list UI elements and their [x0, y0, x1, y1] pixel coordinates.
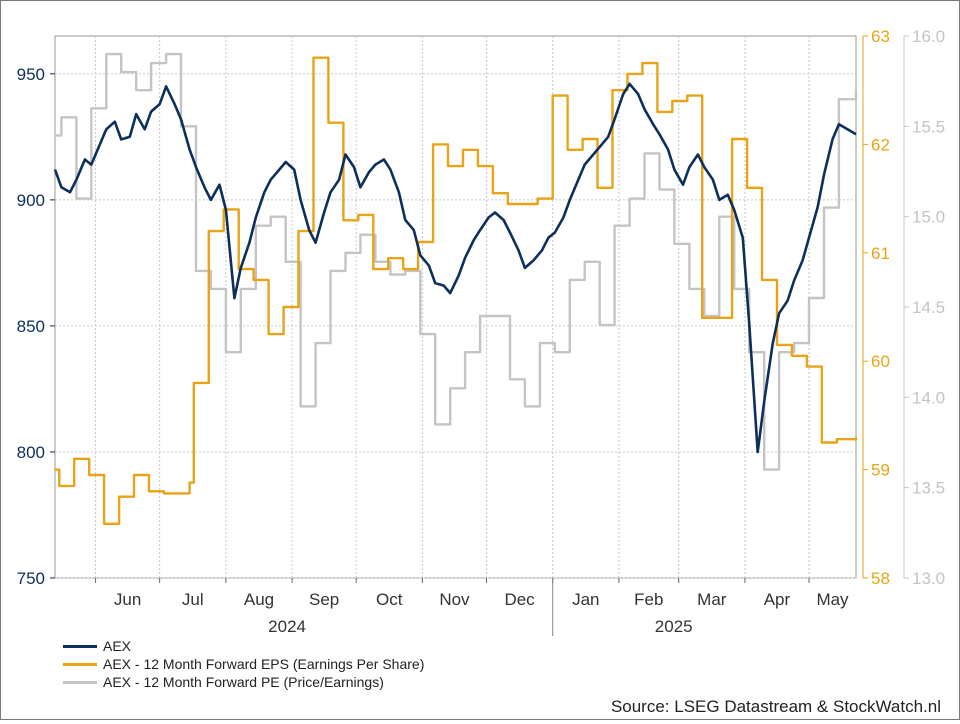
legend-label-eps: AEX - 12 Month Forward EPS (Earnings Per…	[103, 656, 425, 672]
right-axis-eps-tick-label: 61	[871, 244, 890, 263]
axes-layer: Jun Jul Aug Sep Oct Nov Dec Jan Feb Mar Apr May 2024…	[17, 27, 945, 636]
x-tick-label: Dec	[504, 590, 535, 609]
right-axis-pe-tick-label: 15.0	[912, 208, 945, 227]
series-layer	[53, 52, 858, 525]
right-axis-pe-tick-label: 14.0	[912, 388, 945, 407]
series-line-aex	[53, 82, 857, 454]
legend: AEX AEX - 12 Month Forward EPS (Earnings…	[63, 637, 424, 691]
grid-lines	[54, 35, 857, 579]
right-axis-pe-tick-label: 13.5	[912, 479, 945, 498]
left-axis-tick-label: 800	[17, 443, 45, 462]
right-axis-pe-tick-label: 14.5	[912, 298, 945, 317]
series-line-eps	[55, 56, 858, 525]
x-tick-label: Apr	[764, 590, 791, 609]
x-tick-label: Oct	[376, 590, 403, 609]
left-axis-tick-label: 900	[17, 191, 45, 210]
right-axis-pe-tick-label: 15.5	[912, 117, 945, 136]
left-axis-tick-label: 750	[17, 569, 45, 588]
x-tick-label: Jan	[572, 590, 599, 609]
right-axis-eps-tick-label: 62	[871, 135, 890, 154]
left-axis-tick-label: 950	[17, 65, 45, 84]
x-tick-label: Nov	[439, 590, 470, 609]
x-tick-label: Jun	[114, 590, 141, 609]
x-tick-label: Aug	[244, 590, 274, 609]
right-axis-pe-tick-label: 13.0	[912, 569, 945, 588]
x-year-label: 2024	[268, 617, 306, 636]
right-axis-eps-tick-label: 60	[871, 352, 890, 371]
right-axis-eps-tick-label: 63	[871, 27, 890, 46]
plot-area-border	[54, 35, 857, 579]
legend-item-eps: AEX - 12 Month Forward EPS (Earnings Per…	[63, 655, 424, 673]
legend-swatch-aex	[63, 644, 97, 648]
legend-swatch-eps	[63, 662, 97, 666]
source-note: Source: LSEG Datastream & StockWatch.nl	[610, 697, 941, 716]
x-year-label: 2025	[655, 617, 693, 636]
x-tick-label: Mar	[697, 590, 727, 609]
x-tick-label: Feb	[634, 590, 663, 609]
legend-item-pe: AEX - 12 Month Forward PE (Price/Earning…	[63, 673, 424, 691]
legend-item-aex: AEX	[63, 637, 424, 655]
legend-label-pe: AEX - 12 Month Forward PE (Price/Earning…	[103, 674, 384, 690]
x-tick-label: Jul	[182, 590, 204, 609]
left-axis-tick-label: 850	[17, 317, 45, 336]
x-tick-label: Sep	[309, 590, 339, 609]
right-axis-pe-tick-label: 16.0	[912, 27, 945, 46]
right-axis-eps-tick-label: 59	[871, 461, 890, 480]
legend-label-aex: AEX	[103, 638, 132, 654]
series-line-pe	[55, 52, 858, 471]
right-axis-eps-tick-label: 58	[871, 569, 890, 588]
x-tick-label: May	[816, 590, 849, 609]
legend-swatch-pe	[63, 680, 97, 684]
